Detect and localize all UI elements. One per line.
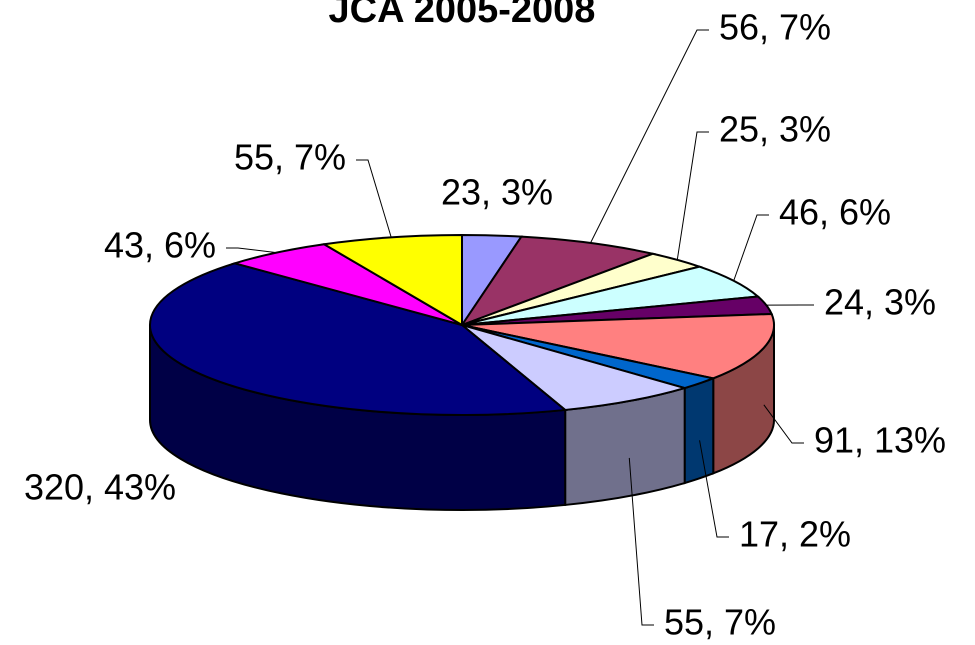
- slice: [461, 324, 689, 411]
- data-label: 91, 13%: [814, 420, 946, 461]
- data-label: 17, 2%: [739, 514, 851, 555]
- slice: [459, 235, 657, 328]
- leader-line: [676, 131, 709, 260]
- data-label: 43, 6%: [104, 225, 216, 266]
- slice: [461, 312, 775, 380]
- data-label: 320, 43%: [24, 467, 176, 508]
- data-label: 56, 7%: [719, 7, 831, 48]
- data-label: 25, 3%: [719, 109, 831, 150]
- slice: [149, 262, 568, 416]
- leader-line: [699, 440, 729, 538]
- leader-line: [356, 159, 392, 238]
- slice-side: [683, 376, 715, 485]
- data-label: 55, 7%: [664, 602, 776, 643]
- leader-line: [590, 29, 709, 244]
- leader-line: [763, 404, 804, 444]
- leader-line: [733, 214, 769, 281]
- data-label: 24, 3%: [824, 282, 936, 323]
- chart-title: JCA 2005-2008: [329, 0, 596, 31]
- data-label: 55, 7%: [234, 137, 346, 178]
- leader-line: [226, 247, 277, 254]
- leader-line: [628, 457, 654, 626]
- data-label: 46, 6%: [779, 192, 891, 233]
- data-label: 23, 3%: [441, 172, 553, 213]
